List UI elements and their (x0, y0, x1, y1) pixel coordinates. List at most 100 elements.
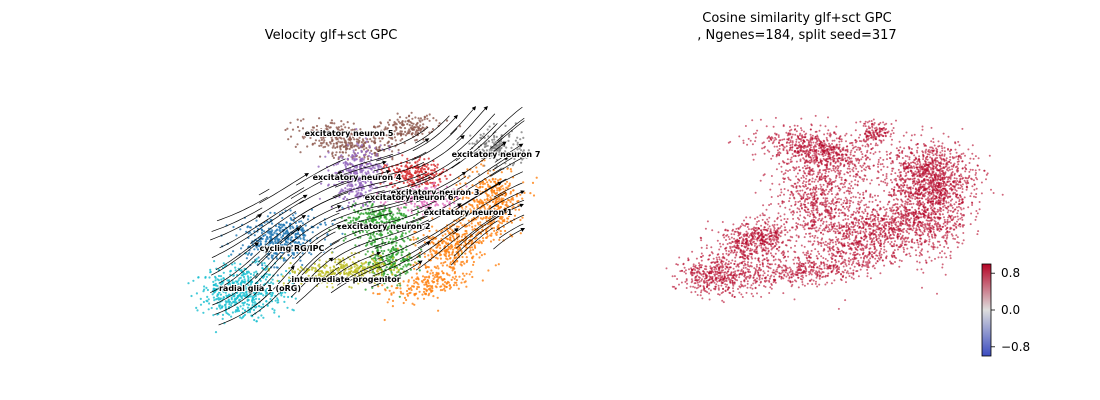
streamline-5 (377, 126, 429, 152)
streamline-21 (459, 141, 507, 177)
streamline-85 (331, 237, 383, 262)
streamline-94 (415, 235, 461, 271)
streamline-91 (291, 231, 336, 267)
streamline-40 (416, 176, 467, 203)
streamline-19 (370, 161, 425, 180)
streamline-58 (211, 207, 263, 232)
streamline-76 (299, 219, 348, 249)
streamline-107 (253, 254, 293, 296)
streamline-31 (332, 180, 387, 198)
streamline-108 (290, 257, 334, 298)
colorbar: 0.8 0.0 −0.8 (981, 263, 1030, 357)
streamline-10 (411, 128, 458, 161)
streamline-55 (410, 197, 461, 224)
streamline-79 (417, 217, 466, 249)
streamline-37 (299, 179, 351, 204)
streamline-87 (410, 227, 459, 262)
velocity-streamlines (210, 105, 526, 326)
cluster-label-1: excitatory neuron 7 (452, 150, 541, 159)
streamline-102 (252, 244, 293, 287)
streamline-65 (495, 214, 525, 231)
streamline-56 (458, 192, 507, 222)
streamline-100 (372, 250, 423, 277)
streamline-64 (452, 202, 500, 235)
streamline-115 (218, 295, 267, 326)
cluster-label-2: excitatory neuron 4 (313, 173, 402, 182)
streamline-24 (334, 169, 391, 188)
cosine-panel-title-line1: Cosine similarity glf+sct GPC (702, 11, 891, 26)
colorbar-tick-label-0: 0.8 (1001, 266, 1020, 280)
cluster-label-8: intermediate progenitor (291, 275, 400, 284)
streamline-59 (256, 199, 305, 232)
cluster-label-4: excitatory neuron 6 (365, 193, 454, 202)
streamline-52 (292, 194, 343, 221)
streamline-114 (251, 276, 295, 317)
streamline-77 (333, 228, 386, 250)
streamline-68 (291, 212, 340, 243)
streamline-9 (376, 138, 430, 162)
cosine-panel-title-line2: , Ngenes=184, split seed=317 (697, 28, 896, 43)
streamline-4 (496, 117, 525, 142)
streamline-8 (490, 120, 525, 149)
streamline-50 (216, 196, 268, 222)
streamline-35 (493, 182, 523, 198)
streamline-20 (416, 152, 465, 182)
streamline-109 (330, 265, 381, 294)
streamline-88 (453, 220, 498, 257)
streamline-113 (214, 284, 262, 315)
streamline-69 (331, 222, 386, 245)
streamline-75 (259, 214, 307, 251)
streamline-70 (376, 219, 429, 240)
cluster-label-5: excitatory neuron 1 (424, 208, 513, 217)
streamline-104 (336, 259, 388, 286)
streamline-53 (330, 204, 385, 222)
streamline-95 (450, 227, 494, 266)
streamline-93 (378, 241, 431, 269)
streamline-92 (335, 241, 387, 266)
cluster-points-9 (187, 252, 297, 334)
streamline-39 (377, 189, 433, 208)
streamline-90 (257, 227, 301, 267)
cosine-point-cloud (665, 114, 1004, 310)
streamline-29 (258, 188, 270, 196)
streamline-6 (412, 114, 458, 152)
streamline-25 (373, 171, 427, 190)
streamline-14 (373, 151, 427, 172)
cluster-points-1 (468, 122, 530, 178)
cluster-label-0: excitatory neuron 5 (305, 129, 394, 138)
streamline-66 (210, 214, 263, 241)
streamline-110 (212, 273, 259, 306)
streamline-98 (296, 240, 340, 277)
cluster-label-3: excitatory neuron 3 (391, 188, 480, 197)
colorbar-gradient (981, 263, 992, 357)
streamline-34 (452, 168, 501, 199)
streamline-3 (456, 105, 488, 140)
streamline-97 (254, 238, 295, 279)
streamline-61 (338, 212, 393, 230)
streamline-47 (410, 186, 462, 212)
streamline-38 (330, 190, 385, 207)
streamline-32 (377, 176, 431, 195)
streamline-73 (498, 223, 524, 239)
streamline-84 (294, 224, 342, 259)
streamline-86 (377, 235, 429, 260)
streamline-96 (211, 242, 259, 276)
streamline-33 (414, 171, 467, 199)
streamline-67 (249, 211, 296, 244)
colorbar-tick-label-2: −0.8 (1001, 340, 1030, 354)
streamline-2 (415, 115, 450, 144)
streamline-18 (331, 160, 387, 180)
streamline-54 (377, 206, 433, 227)
streamline-22 (490, 157, 522, 177)
streamline-1 (492, 106, 523, 135)
colorbar-tick-label-1: 0.0 (1001, 303, 1020, 317)
streamline-15 (417, 134, 465, 169)
streamline-74 (219, 219, 268, 249)
velocity-panel-title: Velocity glf+sct GPC (265, 28, 398, 43)
streamline-82 (211, 228, 261, 259)
streamline-81 (493, 228, 526, 250)
streamline-26 (410, 161, 461, 188)
velocity-panel: Velocity glf+sct GPC excitatory neuron 5… (187, 28, 541, 334)
streamline-42 (490, 190, 525, 209)
velocity-points (187, 111, 538, 334)
